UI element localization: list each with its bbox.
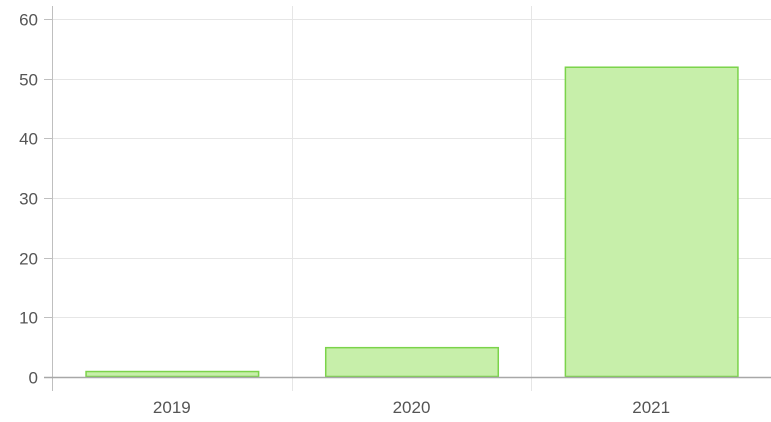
axis-layer xyxy=(44,6,771,391)
y-tick-label: 50 xyxy=(19,71,38,90)
y-tick-label: 30 xyxy=(19,190,38,209)
bar-layer xyxy=(85,66,739,378)
x-tick-label: 2021 xyxy=(632,398,670,417)
bar-2020 xyxy=(324,346,500,378)
y-tick-label: 0 xyxy=(29,369,38,388)
x-tick-label: 2019 xyxy=(153,398,191,417)
bar-2019 xyxy=(85,370,260,378)
y-tick-label: 20 xyxy=(19,250,38,269)
label-layer: 0 10 20 30 40 50 60 2019 2020 2021 xyxy=(19,11,670,418)
x-tick-label: 2020 xyxy=(393,398,431,417)
bar-2021 xyxy=(564,66,739,378)
y-tick-label: 10 xyxy=(19,309,38,328)
y-tick-label: 60 xyxy=(19,11,38,30)
y-tick-label: 40 xyxy=(19,130,38,149)
